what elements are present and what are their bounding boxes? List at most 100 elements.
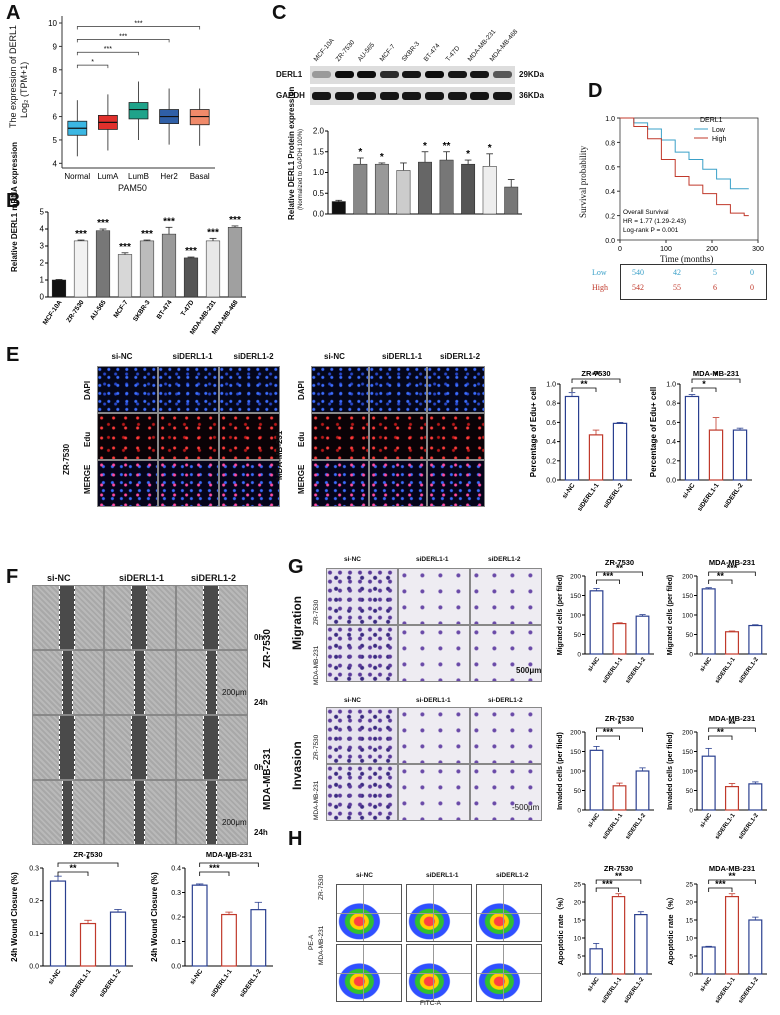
panel-label-a: A: [6, 2, 21, 24]
band: [425, 71, 444, 78]
bar: [439, 159, 454, 215]
panel-label-d: D: [588, 80, 603, 102]
micrograph: [369, 413, 427, 460]
bar: [701, 946, 716, 975]
sig-bracket: [596, 571, 643, 576]
y-tick-label: 0.6: [546, 420, 556, 427]
bar: [564, 395, 580, 481]
sig-mark: ***: [603, 727, 614, 737]
chart-title: ZR-7530: [73, 850, 102, 859]
sig-mark: **: [592, 370, 600, 380]
km-curve-high: [620, 117, 749, 217]
y-tick-label: 150: [570, 593, 581, 600]
legend-high: High: [712, 136, 727, 143]
y-tick-label: 200: [570, 730, 581, 737]
y-tick-label: 200: [682, 730, 693, 737]
micrograph: [427, 366, 485, 413]
wound-image: [104, 715, 176, 780]
row-header: MERGE: [297, 464, 306, 494]
sig-mark: ***: [119, 242, 131, 253]
y-tick-label: 0.4: [546, 439, 556, 446]
sig-mark: ***: [119, 33, 127, 40]
wound-gap: [133, 651, 145, 714]
x-tick-label: siDERL1-1: [696, 482, 721, 513]
risk-cell: Low: [592, 268, 607, 277]
scale-bar-label: 200μm: [222, 818, 247, 827]
bar-chart-g-mig-zr: 0 50 100 150 200 si-NC siDERL1-1 siDERL1-2 *****…: [557, 558, 654, 685]
bar: [205, 240, 221, 298]
risk-cell: 0: [750, 283, 754, 292]
band: [470, 71, 490, 78]
x-tick-label: si-NC: [699, 812, 713, 829]
sig-bracket: [708, 571, 756, 576]
band: [492, 92, 512, 100]
scale-bar-label: 200μm: [452, 524, 478, 533]
wound-image: [104, 585, 176, 650]
c-ylabel: Relative DERL1 Protein expression: [287, 86, 296, 220]
bar: [589, 590, 604, 655]
sig-mark: **: [728, 871, 736, 881]
y-tick-label: 50: [574, 632, 582, 639]
y-tick-label: 0.8: [605, 140, 615, 147]
time-label: 24h: [254, 698, 268, 707]
sig-bracket: [691, 387, 717, 392]
blot-lane-label: MCF-10A: [312, 37, 336, 63]
bar-chart-e-zr: 0.0 0.2 0.4 0.6 0.8 1.0 si-NC siDERL1-1 siDERL-2…: [530, 369, 632, 513]
bar: [109, 911, 127, 967]
y-tick-label: 8: [53, 66, 58, 75]
sig-mark: ***: [715, 879, 726, 889]
x-tick-label: AU-565: [89, 299, 108, 322]
transwell-image: [326, 707, 398, 764]
risk-cell: 540: [632, 268, 644, 277]
bar: [49, 880, 67, 967]
x-tick-label: si-NC: [47, 968, 63, 986]
x-tick-label: T-47D: [180, 299, 196, 318]
y-tick-label: 1.0: [605, 116, 615, 123]
row-cell-label: ZR-7530: [262, 629, 273, 668]
sig-bracket: [199, 862, 259, 867]
y-tick-label: 0: [577, 972, 581, 979]
cell-label: MDA-MB-231: [318, 925, 325, 965]
wound-image: [32, 585, 104, 650]
risk-cell: 542: [632, 283, 644, 292]
transwell-image: [470, 625, 542, 682]
row-header: MERGE: [83, 464, 92, 494]
legend-title: DERL1: [700, 117, 723, 124]
sig-mark: ***: [603, 571, 614, 581]
y-tick-label: 10: [48, 19, 57, 28]
chart-title: ZR-7530: [604, 864, 633, 873]
x-tick-label: MCF-10A: [42, 299, 64, 326]
band: [379, 71, 399, 78]
sig-mark: ***: [134, 21, 142, 28]
bar: [482, 166, 497, 215]
transwell-image: [470, 707, 542, 764]
risk-cell: High: [592, 283, 608, 292]
column-header: siDERL1-2: [440, 352, 481, 361]
y-tick-label: 1.5: [313, 147, 325, 156]
scale-bar-label: -500μm: [512, 803, 540, 812]
sig-bracket: [595, 887, 619, 892]
micrograph: [97, 460, 158, 507]
bar: [374, 163, 389, 215]
micrograph: [219, 460, 280, 507]
micrograph: [311, 366, 369, 413]
x-tick-label: si-NC: [681, 482, 697, 500]
x-tick-label: siDERL1-2: [623, 976, 646, 1005]
bar: [701, 755, 716, 811]
bar: [227, 227, 243, 298]
sig-bracket: [708, 579, 733, 584]
sig-mark: ***: [97, 218, 109, 229]
cell-label: ZR-7530: [313, 599, 320, 625]
x-tick-label: siDERL-2: [602, 482, 625, 510]
sig-bracket: [596, 735, 620, 740]
chart-title: ZR-7530: [605, 714, 634, 723]
y-tick-label: 9: [53, 42, 58, 51]
chart-title: MDA-MB-231: [709, 714, 755, 723]
micrograph: [158, 413, 219, 460]
y-tick-label: 0.8: [666, 401, 676, 408]
micrograph: [219, 366, 280, 413]
transwell-image: [326, 568, 398, 625]
flow-plot: [406, 884, 472, 942]
